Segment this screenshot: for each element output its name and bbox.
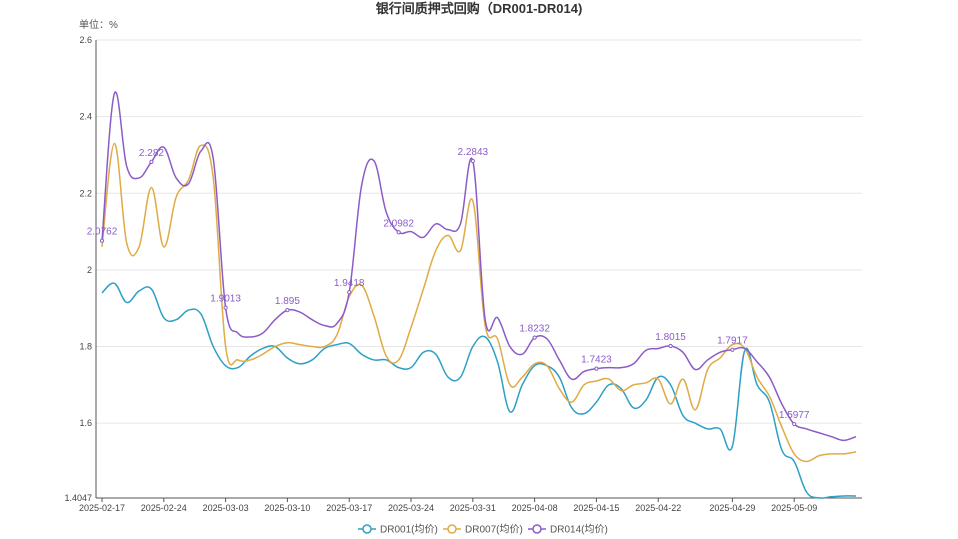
y-tick-label: 1.8 bbox=[79, 342, 92, 352]
x-tick-label: 2025-04-22 bbox=[635, 503, 681, 513]
x-tick-label: 2025-03-17 bbox=[326, 503, 372, 513]
data-label: 1.895 bbox=[275, 296, 300, 307]
x-tick-label: 2025-04-29 bbox=[709, 503, 755, 513]
data-point[interactable] bbox=[347, 290, 352, 295]
x-tick-label: 2025-03-24 bbox=[388, 503, 434, 513]
data-point[interactable] bbox=[668, 343, 673, 349]
data-label: 2.0762 bbox=[87, 227, 118, 238]
data-point[interactable] bbox=[223, 305, 228, 310]
data-point[interactable] bbox=[396, 230, 401, 235]
legend-item-2[interactable]: DR007(均价) bbox=[443, 524, 523, 536]
x-tick-label: 2025-03-10 bbox=[264, 503, 310, 513]
legend[interactable]: DR001(均价) DR007(均价) DR014(均价) bbox=[358, 524, 608, 536]
y-tick-label: 1.6 bbox=[79, 418, 92, 428]
data-point[interactable] bbox=[285, 308, 290, 313]
legend-marker bbox=[447, 524, 457, 534]
legend-label: DR014(均价) bbox=[550, 524, 608, 536]
unit-label: 单位：% bbox=[79, 18, 118, 31]
legend-label: DR001(均价) bbox=[380, 524, 438, 536]
data-label: 1.8232 bbox=[519, 324, 550, 335]
data-label: 1.5977 bbox=[779, 410, 810, 421]
data-label: 1.7917 bbox=[717, 336, 748, 347]
data-label: 2.2843 bbox=[458, 147, 489, 158]
data-point[interactable] bbox=[532, 335, 537, 340]
data-label: 2.0982 bbox=[383, 218, 414, 229]
legend-label: DR007(均价) bbox=[465, 524, 523, 536]
legend-marker bbox=[532, 524, 542, 534]
data-point[interactable] bbox=[594, 366, 599, 371]
x-tick-label: 2025-02-17 bbox=[79, 503, 125, 513]
legend-marker bbox=[362, 524, 372, 534]
data-label: 1.9013 bbox=[210, 294, 241, 305]
axes: 1.4047 1.6 1.8 2 2.2 2.4 2.6 2025-02-17 2025-02-… bbox=[64, 35, 862, 513]
y-tick-label: 2.4 bbox=[79, 112, 92, 122]
y-tick-label: 2.2 bbox=[79, 188, 92, 198]
data-label: 1.8015 bbox=[655, 332, 686, 343]
data-point[interactable] bbox=[470, 158, 475, 164]
data-label: 1.7423 bbox=[581, 355, 612, 366]
data-point[interactable] bbox=[730, 347, 735, 352]
x-tick-label: 2025-03-31 bbox=[450, 503, 496, 513]
data-point[interactable] bbox=[792, 421, 797, 427]
data-point[interactable] bbox=[149, 159, 154, 164]
x-tick-label: 2025-04-08 bbox=[512, 503, 558, 513]
grid-lines bbox=[96, 39, 862, 499]
data-labels: 2.0762 2.282 1.9013 1.895 1.9418 2.0982 2.2843… bbox=[87, 147, 810, 427]
y-tick-label: 2.6 bbox=[79, 35, 92, 45]
legend-item-1[interactable]: DR001(均价) bbox=[358, 524, 438, 536]
series-line-1[interactable] bbox=[101, 282, 857, 499]
y-tick-label: 1.4047 bbox=[64, 493, 92, 503]
legend-item-3[interactable]: DR014(均价) bbox=[528, 524, 608, 536]
data-point[interactable] bbox=[99, 238, 105, 243]
x-tick-label: 2025-04-15 bbox=[573, 503, 619, 513]
data-label: 2.282 bbox=[139, 148, 164, 159]
x-tick-label: 2025-03-03 bbox=[203, 503, 249, 513]
x-tick-label: 2025-05-09 bbox=[771, 503, 817, 513]
chart-title: 银行间质押式回购（DR001-DR014) bbox=[376, 1, 583, 16]
data-label: 1.9418 bbox=[334, 278, 365, 289]
x-tick-label: 2025-02-24 bbox=[141, 503, 187, 513]
y-tick-label: 2 bbox=[87, 265, 92, 275]
